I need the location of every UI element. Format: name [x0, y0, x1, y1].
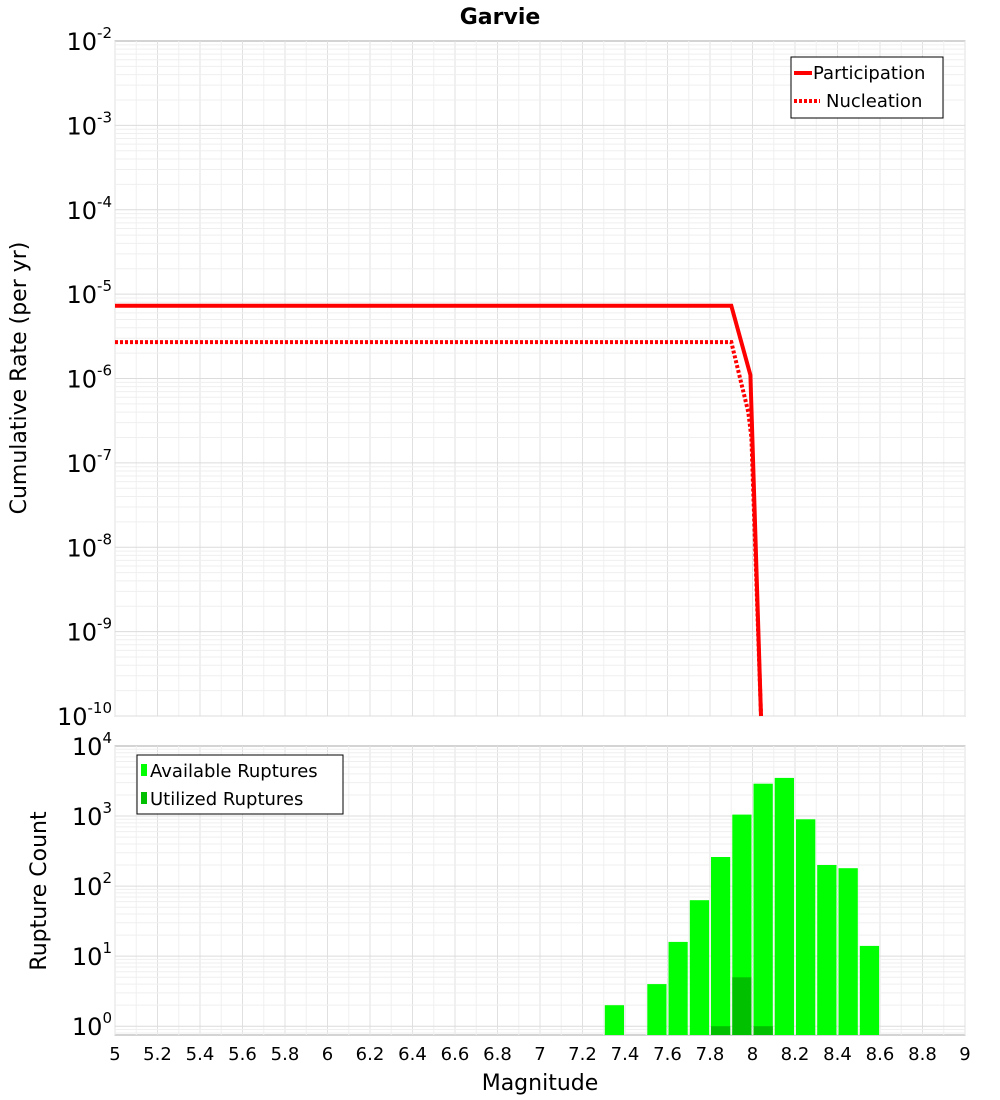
rate-y-tick-label: 10-8	[66, 530, 112, 562]
rate-y-axis-label: Cumulative Rate (per yr)	[7, 242, 32, 515]
x-tick-label: 5.8	[271, 1044, 300, 1065]
rate-legend-box	[790, 56, 944, 119]
rate-plot: 10-2 10-3 10-4 10-5 10-6 10-7 10-8 10-9 10-10 Cu…	[7, 24, 966, 731]
available-rupture-bar	[668, 941, 688, 1035]
available-rupture-bar	[753, 783, 773, 1035]
utilized-rupture-bar	[753, 1026, 773, 1035]
legend-utilized-swatch	[141, 792, 147, 804]
available-rupture-bar	[604, 1005, 624, 1035]
x-tick-label: 7.8	[696, 1044, 725, 1065]
x-tick-label: 8.2	[781, 1044, 810, 1065]
count-legend: Available Ruptures Utilized Ruptures	[136, 754, 344, 815]
count-y-tick-label: 103	[72, 799, 112, 831]
x-tick-label: 5.6	[228, 1044, 257, 1065]
rate-y-tick-label: 10-5	[66, 277, 112, 309]
x-tick-label: 7.6	[653, 1044, 682, 1065]
x-tick-label: 5.4	[186, 1044, 215, 1065]
legend-available-swatch	[141, 764, 147, 776]
count-legend-box	[136, 754, 344, 815]
x-tick-label: 6.4	[398, 1044, 427, 1065]
x-tick-label: 5	[109, 1044, 120, 1065]
x-tick-label: 8	[747, 1044, 758, 1065]
count-y-ticks: 104 103 102 101 100	[72, 729, 112, 1041]
available-rupture-bar	[817, 865, 837, 1035]
count-y-tick-label: 101	[72, 939, 112, 971]
count-plot-bars	[604, 777, 880, 1035]
x-tick-label: 8.6	[866, 1044, 895, 1065]
rate-legend: Participation Nucleation	[790, 56, 944, 119]
available-rupture-bar	[859, 945, 880, 1035]
available-rupture-bar	[796, 819, 816, 1035]
legend-nucleation-label: Nucleation	[826, 91, 922, 112]
count-plot: 104 103 102 101 100 5 5.2 5.4 5.6 5.8 6 6.2 6.4 6.6 6…	[27, 729, 971, 1096]
x-tick-label: 6.6	[441, 1044, 470, 1065]
x-tick-label: 7	[534, 1044, 545, 1065]
x-tick-label: 8.4	[823, 1044, 852, 1065]
utilized-rupture-bar	[732, 977, 752, 1035]
available-rupture-bar	[711, 857, 731, 1035]
x-tick-label: 7.2	[568, 1044, 597, 1065]
x-tick-label: 6	[322, 1044, 333, 1065]
x-tick-label: 6.8	[483, 1044, 512, 1065]
x-tick-label: 5.2	[143, 1044, 172, 1065]
x-tick-label: 8.8	[908, 1044, 937, 1065]
legend-available-label: Available Ruptures	[150, 761, 318, 782]
rate-y-ticks: 10-2 10-3 10-4 10-5 10-6 10-7 10-8 10-9 10-10	[57, 24, 112, 731]
legend-participation-label: Participation	[813, 63, 925, 84]
rate-y-tick-label: 10-9	[66, 615, 112, 647]
available-rupture-bar	[689, 900, 710, 1035]
x-tick-label: 6.2	[356, 1044, 385, 1065]
count-y-tick-label: 102	[72, 869, 112, 901]
rate-y-tick-label: 10-6	[66, 362, 112, 394]
rate-plot-lines	[115, 303, 763, 717]
rate-y-tick-label: 10-10	[57, 699, 112, 731]
legend-utilized-label: Utilized Ruptures	[150, 789, 303, 810]
x-tick-label: 7.4	[611, 1044, 640, 1065]
available-rupture-bar	[838, 868, 858, 1035]
count-y-tick-label: 100	[72, 1009, 112, 1041]
available-rupture-bar	[774, 777, 794, 1035]
rate-plot-grid	[114, 41, 966, 717]
rate-y-tick-label: 10-7	[66, 446, 112, 478]
count-y-axis-label: Rupture Count	[27, 811, 52, 971]
count-y-tick-label: 104	[72, 729, 112, 761]
rate-y-tick-label: 10-2	[66, 24, 112, 56]
x-axis-label: Magnitude	[482, 1071, 599, 1096]
utilized-rupture-bar	[711, 1026, 731, 1035]
series-line-nucleation	[115, 340, 763, 717]
chart-title: Garvie	[460, 5, 541, 30]
available-rupture-bar	[647, 984, 667, 1035]
x-tick-label: 9	[959, 1044, 970, 1065]
rate-y-tick-label: 10-3	[66, 108, 112, 140]
rate-y-tick-label: 10-4	[66, 193, 112, 225]
magnitude-x-ticks: 5 5.2 5.4 5.6 5.8 6 6.2 6.4 6.6 6.8 7 7.2 7.4 7.6 7.8 8…	[109, 1044, 970, 1065]
